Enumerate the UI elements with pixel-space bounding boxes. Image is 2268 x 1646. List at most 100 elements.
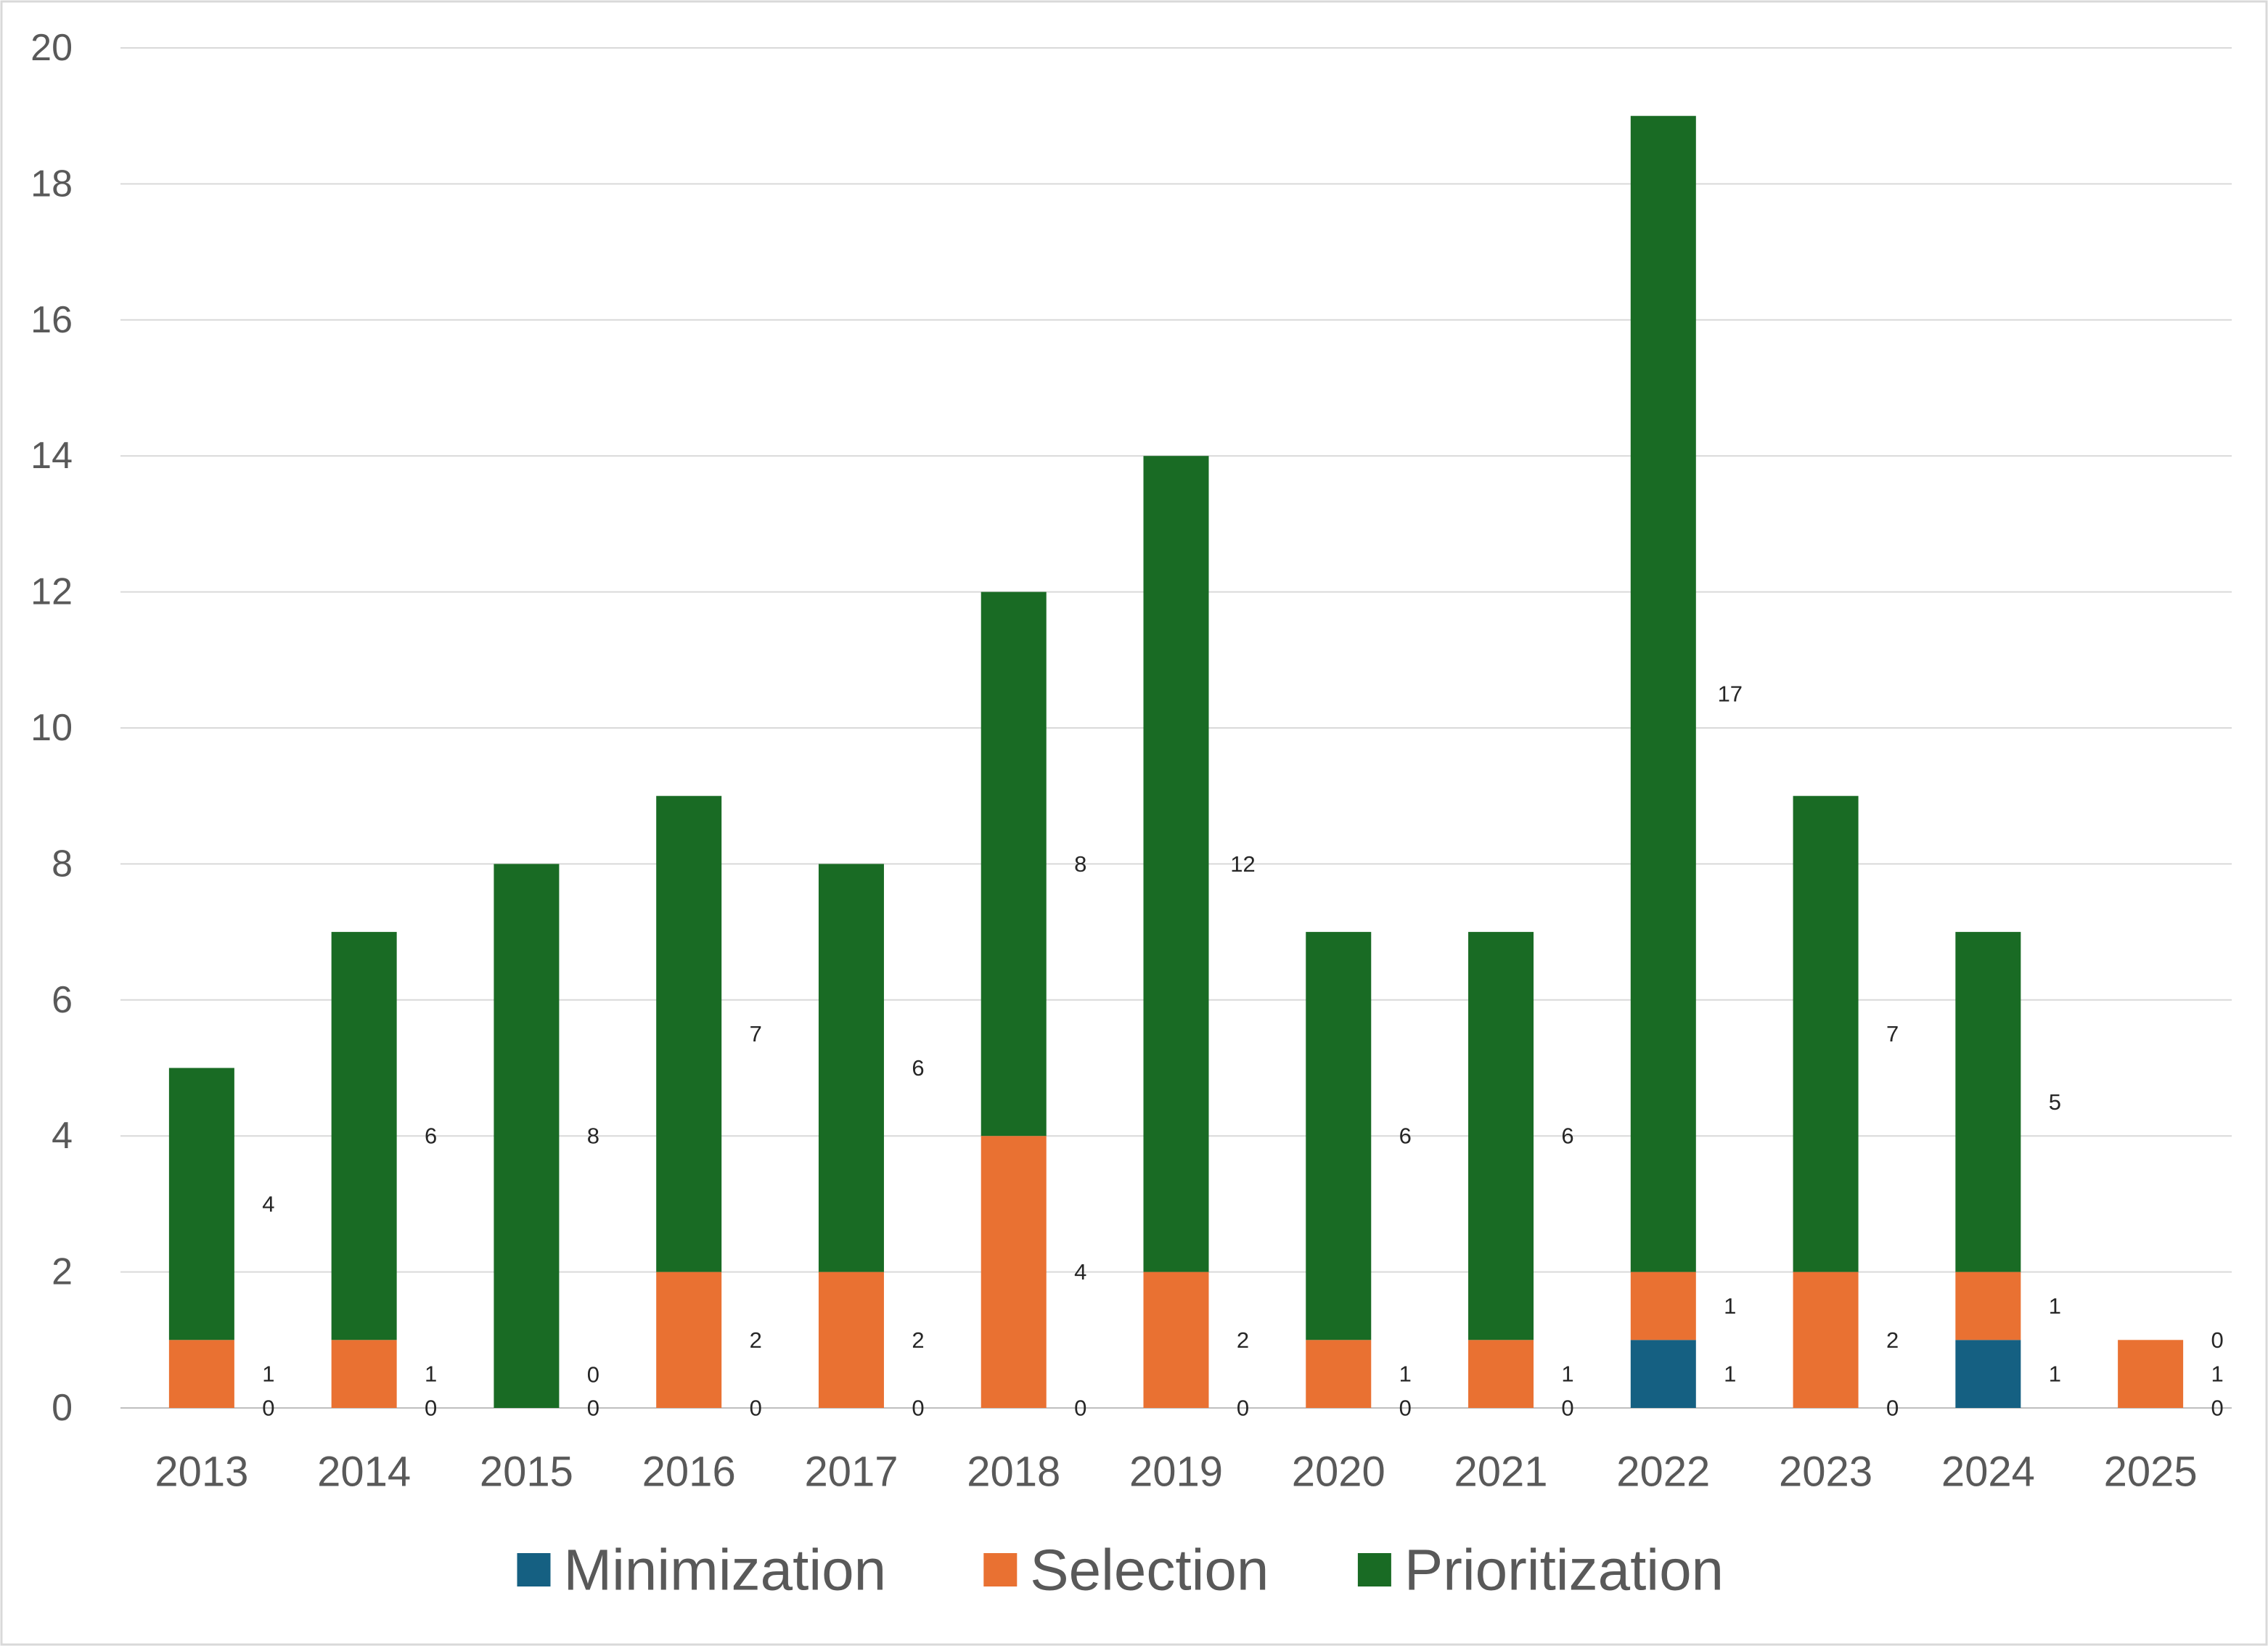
data-label-selection-2021: 1	[1561, 1362, 1573, 1387]
bar-selection-2023	[1793, 1272, 1859, 1408]
y-tick-label: 10	[30, 707, 73, 749]
x-tick-label: 2018	[967, 1449, 1060, 1496]
data-label-minimization-2019: 0	[1237, 1396, 1249, 1421]
data-label-minimization-2013: 0	[262, 1396, 274, 1421]
gridlines	[120, 47, 2232, 1409]
y-tick-label: 6	[52, 979, 73, 1021]
bar-prioritization-2023	[1793, 795, 1859, 1272]
bar-selection-2016	[656, 1272, 722, 1408]
legend-swatch-selection	[983, 1553, 1018, 1586]
data-label-prioritization-2020: 6	[1399, 1123, 1412, 1149]
data-label-prioritization-2021: 6	[1561, 1123, 1573, 1149]
data-label-minimization-2022: 1	[1724, 1362, 1736, 1387]
data-label-minimization-2017: 0	[912, 1396, 924, 1421]
data-label-minimization-2025: 0	[2211, 1396, 2223, 1421]
bar-selection-2025	[2118, 1340, 2184, 1408]
legend-swatch-minimization	[517, 1553, 551, 1586]
bar-prioritization-2015	[494, 864, 560, 1408]
x-tick-label: 2013	[155, 1449, 248, 1496]
data-label-selection-2022: 1	[1724, 1293, 1736, 1319]
data-label-minimization-2024: 1	[2049, 1362, 2061, 1387]
bar-selection-2020	[1306, 1340, 1372, 1408]
x-tick-label: 2017	[804, 1449, 898, 1496]
data-label-prioritization-2025: 0	[2211, 1327, 2223, 1353]
legend-item-minimization: Minimization	[517, 1538, 887, 1602]
y-tick-label: 18	[30, 163, 73, 205]
data-label-prioritization-2014: 6	[425, 1123, 437, 1149]
x-tick-label: 2025	[2104, 1449, 2198, 1496]
bar-minimization-2022	[1630, 1340, 1696, 1408]
bar-prioritization-2020	[1306, 932, 1372, 1340]
legend-item-prioritization: Prioritization	[1357, 1538, 1724, 1602]
y-tick-label: 20	[30, 27, 73, 69]
x-axis-tick-labels: 2013 2014 2015 2016 2017 2018 2019 2020 2021 2022…	[155, 1449, 2197, 1496]
bar-prioritization-2018	[981, 591, 1047, 1137]
bar-prioritization-2017	[818, 864, 884, 1272]
bar-prioritization-2014	[331, 932, 397, 1340]
legend-label-minimization: Minimization	[564, 1538, 887, 1602]
bar-prioritization-2013	[168, 1068, 234, 1340]
legend-label-selection: Selection	[1030, 1538, 1269, 1602]
data-label-prioritization-2023: 7	[1886, 1021, 1899, 1047]
x-tick-label: 2016	[642, 1449, 736, 1496]
data-label-minimization-2016: 0	[750, 1396, 762, 1421]
x-tick-label: 2020	[1292, 1449, 1385, 1496]
data-label-minimization-2021: 0	[1561, 1396, 1573, 1421]
legend-label-prioritization: Prioritization	[1404, 1538, 1724, 1602]
data-label-prioritization-2016: 7	[750, 1021, 762, 1047]
legend-item-selection: Selection	[983, 1538, 1269, 1602]
bar-prioritization-2022	[1630, 115, 1696, 1272]
y-tick-label: 4	[52, 1115, 73, 1157]
data-labels: 0140160080270260480212016016111702711501…	[262, 681, 2223, 1421]
data-label-prioritization-2018: 8	[1074, 851, 1086, 877]
bar-prioritization-2016	[656, 795, 722, 1272]
data-label-minimization-2020: 0	[1399, 1396, 1412, 1421]
y-tick-label: 14	[30, 435, 73, 477]
y-tick-label: 12	[30, 571, 73, 613]
data-label-prioritization-2022: 17	[1718, 681, 1743, 707]
bar-selection-2024	[1955, 1272, 2021, 1340]
data-label-selection-2015: 0	[587, 1362, 599, 1388]
bar-selection-2019	[1143, 1272, 1209, 1408]
data-label-selection-2023: 2	[1886, 1327, 1899, 1353]
bar-selection-2014	[331, 1340, 397, 1408]
x-tick-label: 2024	[1941, 1449, 2035, 1496]
data-label-minimization-2018: 0	[1074, 1396, 1086, 1421]
data-label-selection-2016: 2	[750, 1327, 762, 1353]
x-tick-label: 2014	[317, 1449, 411, 1496]
y-tick-label: 2	[52, 1251, 73, 1293]
data-label-prioritization-2024: 5	[2049, 1089, 2061, 1115]
x-tick-label: 2023	[1779, 1449, 1872, 1496]
bar-selection-2013	[168, 1340, 234, 1408]
data-label-selection-2025: 1	[2211, 1362, 2223, 1387]
data-label-selection-2014: 1	[425, 1362, 437, 1387]
x-tick-label: 2015	[480, 1449, 573, 1496]
data-label-prioritization-2019: 12	[1230, 851, 1255, 877]
y-tick-label: 8	[52, 843, 73, 885]
data-label-prioritization-2013: 4	[262, 1191, 274, 1216]
data-label-minimization-2023: 0	[1886, 1396, 1899, 1421]
data-label-prioritization-2015: 8	[587, 1123, 599, 1149]
legend-swatch-prioritization	[1357, 1553, 1391, 1586]
bar-prioritization-2021	[1468, 932, 1534, 1340]
y-axis-tick-labels: 0 2 4 6 8 10 12 14 16 18 20	[30, 27, 73, 1429]
bars	[168, 115, 2184, 1408]
data-label-minimization-2015: 0	[587, 1396, 599, 1421]
x-tick-label: 2019	[1129, 1449, 1223, 1496]
data-label-selection-2017: 2	[912, 1327, 924, 1353]
y-tick-label: 16	[30, 299, 73, 341]
data-label-selection-2020: 1	[1399, 1362, 1412, 1387]
data-label-selection-2024: 1	[2049, 1293, 2061, 1319]
bar-prioritization-2019	[1143, 456, 1209, 1272]
bar-selection-2017	[818, 1272, 884, 1408]
x-tick-label: 2022	[1616, 1449, 1710, 1496]
bar-selection-2022	[1630, 1272, 1696, 1340]
bar-selection-2018	[981, 1136, 1047, 1408]
data-label-minimization-2014: 0	[425, 1396, 437, 1421]
x-tick-label: 2021	[1454, 1449, 1548, 1496]
data-label-selection-2019: 2	[1237, 1327, 1249, 1353]
data-label-selection-2013: 1	[262, 1362, 274, 1387]
y-tick-label: 0	[52, 1387, 73, 1429]
